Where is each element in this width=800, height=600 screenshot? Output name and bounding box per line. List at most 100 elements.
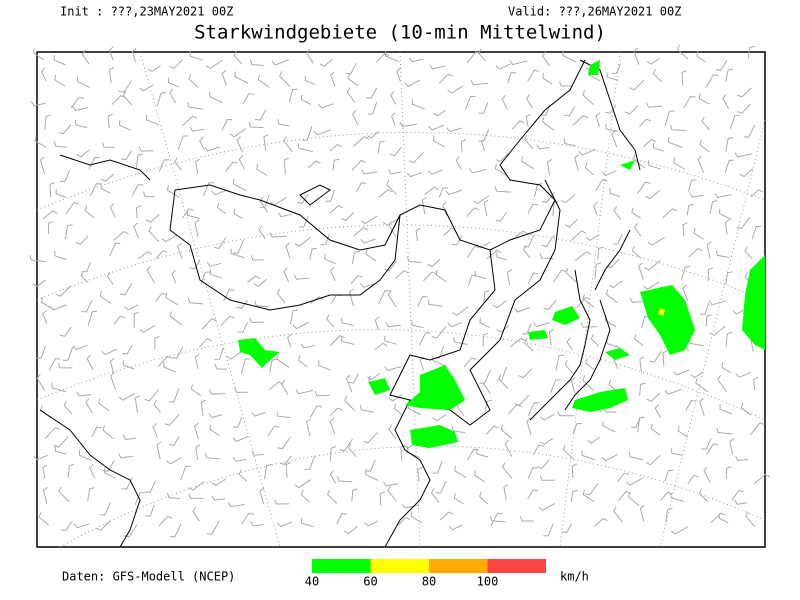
wind-barb <box>81 49 90 65</box>
wind-barb <box>250 255 264 261</box>
wind-barb <box>139 84 154 92</box>
wind-barb <box>451 235 463 246</box>
lake <box>299 184 331 206</box>
wind-barb <box>85 398 93 414</box>
wind-area <box>605 348 630 360</box>
wind-barb <box>42 309 48 324</box>
wind-barb <box>168 436 180 446</box>
wind-barb <box>89 183 102 197</box>
wind-barb <box>644 260 661 271</box>
wind-barb <box>59 170 71 183</box>
wind-barb <box>737 103 751 114</box>
wind-barb <box>57 362 73 369</box>
wind-barb <box>410 511 423 524</box>
wind-barb <box>611 130 618 148</box>
wind-barb <box>536 459 550 469</box>
wind-barb <box>209 424 220 436</box>
wind-barb <box>364 469 379 481</box>
map-title: Starkwindgebiete (10-min Mittelwind) <box>194 22 606 44</box>
wind-barb <box>103 467 116 479</box>
wind-barb <box>188 493 204 499</box>
wind-barb <box>169 59 183 69</box>
wind-barb <box>351 488 358 502</box>
wind-barb <box>329 335 345 346</box>
wind-barb <box>279 455 292 466</box>
wind-barb <box>617 472 630 483</box>
wind-barb <box>145 213 160 223</box>
wind-barb <box>687 474 699 485</box>
wind-barb <box>300 343 316 349</box>
wind-barb <box>61 521 73 532</box>
wind-barb <box>374 342 388 350</box>
coastline <box>39 409 141 548</box>
wind-barb <box>731 489 744 501</box>
wind-barb <box>174 157 183 171</box>
wind-barb <box>118 120 132 131</box>
wind-barb <box>155 292 167 302</box>
wind-barb <box>540 413 555 421</box>
wind-barb <box>75 235 89 245</box>
wind-barb <box>374 316 380 331</box>
wind-barb <box>734 152 753 158</box>
wind-barb <box>496 251 508 261</box>
wind-barb <box>289 309 299 325</box>
wind-barb <box>543 299 557 311</box>
wind-barb <box>330 446 337 462</box>
wind-barb <box>232 239 244 254</box>
wind-barb <box>447 322 463 328</box>
wind-barb <box>351 251 360 265</box>
wind-barb <box>602 420 616 433</box>
wind-barb <box>276 354 290 368</box>
wind-barb <box>639 118 652 127</box>
wind-barb <box>509 60 528 66</box>
wind-barb <box>136 153 143 170</box>
wind-barb <box>638 262 644 280</box>
wind-barb <box>194 422 199 440</box>
wind-barb <box>142 191 156 198</box>
wind-barb <box>729 438 735 455</box>
wind-barb <box>327 489 338 504</box>
wind-barb <box>467 448 479 461</box>
wind-barb <box>525 94 533 108</box>
wind-barb <box>306 48 314 64</box>
wind-barb <box>650 423 660 436</box>
wind-barb <box>76 149 90 158</box>
wind-barb <box>332 158 340 171</box>
wind-barb <box>478 102 489 114</box>
border <box>169 189 401 311</box>
wind-barb <box>562 444 575 461</box>
wind-barb <box>490 512 503 526</box>
wind-barb <box>329 204 344 214</box>
wind-barb <box>423 271 437 282</box>
wind-barb <box>124 304 138 311</box>
wind-barb <box>432 460 443 474</box>
wind-barb <box>88 156 100 170</box>
map <box>29 44 771 548</box>
wind-barb <box>340 336 355 345</box>
wind-barb <box>725 68 734 82</box>
legend-label: 80 <box>422 575 436 589</box>
wind-barb <box>594 262 602 279</box>
wind-barb <box>64 224 73 240</box>
wind-barb <box>384 366 402 371</box>
wind-barb <box>366 130 380 139</box>
wind-barb <box>715 250 730 258</box>
wind-barb <box>654 404 661 418</box>
wind-barb <box>340 317 354 326</box>
wind-barb <box>709 200 718 215</box>
wind-barb <box>639 504 645 522</box>
wind-barb <box>101 142 115 148</box>
wind-barb <box>533 322 550 328</box>
wind-barb <box>208 389 226 395</box>
wind-barb <box>276 521 292 528</box>
wind-barb <box>590 334 600 347</box>
wind-barb <box>430 488 440 503</box>
wind-barb <box>158 159 170 172</box>
wind-barb <box>605 124 618 132</box>
wind-barb <box>297 143 313 153</box>
wind-barb <box>673 157 686 170</box>
wind-barb <box>214 363 227 370</box>
wind-barb <box>192 506 200 522</box>
wind-barb <box>725 271 733 285</box>
wind-barb <box>701 438 712 450</box>
